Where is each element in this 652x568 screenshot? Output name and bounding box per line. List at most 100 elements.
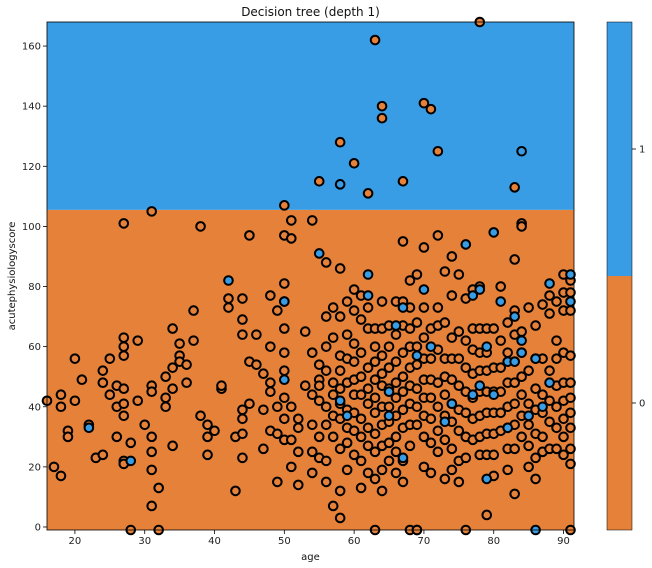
data-point-class-0 <box>320 419 332 431</box>
data-point-class-0 <box>460 335 472 346</box>
data-point-class-0 <box>48 461 60 473</box>
data-point-class-1 <box>509 356 520 367</box>
data-point-class-1 <box>481 341 493 352</box>
data-point-class-0 <box>348 449 360 461</box>
data-point-class-0 <box>69 395 81 407</box>
data-point-class-0 <box>348 356 360 367</box>
data-point-class-0 <box>258 443 269 455</box>
data-point-class-0 <box>292 479 304 491</box>
data-point-class-0 <box>488 323 500 334</box>
data-point-class-0 <box>237 413 248 425</box>
data-point-class-0 <box>516 326 527 337</box>
data-point-class-0 <box>537 299 548 310</box>
data-point-class-0 <box>397 236 409 247</box>
data-point-class-0 <box>62 431 74 443</box>
data-point-class-0 <box>397 386 409 398</box>
data-point-class-0 <box>146 500 158 512</box>
data-point-class-0 <box>411 401 423 413</box>
y-tick-label: 120 <box>22 162 41 173</box>
data-point-class-0 <box>209 425 220 437</box>
data-point-class-0 <box>383 362 395 373</box>
data-point-class-0 <box>97 365 109 376</box>
data-point-class-0 <box>153 482 164 494</box>
plot-frame <box>46 21 575 531</box>
data-point-class-0 <box>313 380 325 392</box>
data-point-class-0 <box>530 383 541 395</box>
data-point-class-0 <box>418 461 430 473</box>
data-point-class-0 <box>404 440 416 452</box>
data-point-class-0 <box>453 269 465 280</box>
data-point-class-0 <box>383 455 395 467</box>
data-point-class-0 <box>376 485 388 497</box>
data-point-class-1 <box>383 386 395 398</box>
data-point-class-0 <box>495 362 507 373</box>
data-point-class-0 <box>320 257 332 268</box>
data-point-class-0 <box>432 377 444 389</box>
data-point-class-0 <box>286 233 297 244</box>
data-point-class-0 <box>237 428 248 440</box>
data-point-class-0 <box>279 323 290 334</box>
data-point-class-0 <box>411 317 423 328</box>
data-point-class-0 <box>279 392 290 404</box>
data-point-class-1 <box>516 335 527 346</box>
data-point-class-0 <box>558 449 569 461</box>
data-point-class-0 <box>279 278 290 289</box>
data-point-class-1 <box>516 145 527 157</box>
data-point-class-1 <box>495 296 507 307</box>
data-point-class-0 <box>279 347 290 358</box>
data-point-class-0 <box>286 401 297 413</box>
data-point-class-0 <box>530 320 541 331</box>
data-point-class-0 <box>369 446 381 458</box>
data-point-class-0 <box>202 419 213 431</box>
data-point-class-0 <box>565 392 576 404</box>
data-point-class-0 <box>530 452 541 464</box>
data-point-class-1 <box>341 410 353 422</box>
data-point-class-0 <box>265 290 276 301</box>
data-point-class-0 <box>55 389 67 401</box>
data-point-class-0 <box>453 380 465 392</box>
data-point-class-0 <box>544 365 555 376</box>
data-point-class-0 <box>432 425 444 437</box>
data-point-class-0 <box>418 332 430 343</box>
data-point-class-0 <box>279 200 290 211</box>
data-point-class-0 <box>111 431 123 443</box>
data-point-class-0 <box>188 305 199 316</box>
data-point-class-1 <box>334 179 346 190</box>
data-point-class-0 <box>299 326 311 337</box>
data-point-class-0 <box>390 377 402 389</box>
data-point-class-0 <box>418 242 430 253</box>
data-point-class-1 <box>362 269 374 280</box>
x-axis-label: age <box>301 552 320 563</box>
data-point-class-0 <box>397 404 409 416</box>
data-point-class-0 <box>565 458 576 470</box>
data-point-class-1 <box>565 269 576 280</box>
data-point-class-0 <box>502 317 513 328</box>
data-point-class-0 <box>411 341 423 352</box>
data-point-class-0 <box>397 476 409 488</box>
data-point-class-0 <box>565 443 576 455</box>
data-point-class-0 <box>251 359 262 370</box>
data-point-class-0 <box>460 452 472 464</box>
y-tick-label: 60 <box>28 342 41 353</box>
data-point-class-0 <box>369 341 381 352</box>
x-tick-label: 60 <box>348 536 361 547</box>
data-point-class-0 <box>509 488 520 500</box>
data-point-class-0 <box>334 311 346 322</box>
data-point-class-0 <box>97 449 109 461</box>
data-point-class-0 <box>446 464 458 476</box>
data-point-class-1 <box>502 422 513 434</box>
data-point-class-1 <box>383 410 395 422</box>
data-point-class-0 <box>544 395 555 407</box>
region-class-1 <box>47 22 574 210</box>
data-point-class-0 <box>306 215 318 226</box>
data-point-class-1 <box>362 290 374 301</box>
data-point-class-1 <box>474 380 486 392</box>
data-point-class-0 <box>509 182 520 193</box>
data-point-class-0 <box>439 473 451 485</box>
data-point-class-0 <box>453 353 465 364</box>
data-point-class-1 <box>544 278 555 289</box>
data-point-class-0 <box>348 305 360 316</box>
data-point-class-0 <box>523 419 534 431</box>
data-point-class-0 <box>195 410 206 422</box>
